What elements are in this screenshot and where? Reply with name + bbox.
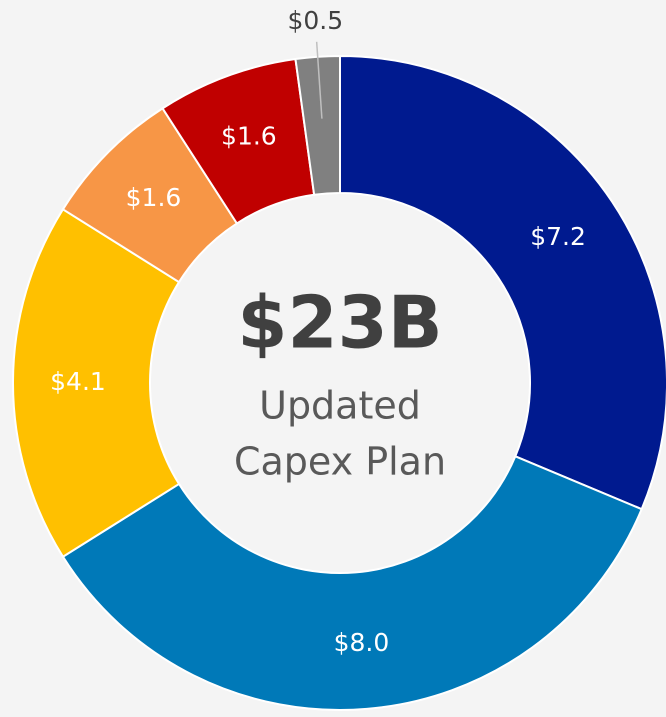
donut-slice: [61, 455, 643, 711]
donut-slice: [294, 54, 341, 196]
donut-slice: [12, 207, 181, 559]
data-label: $8.0: [334, 628, 390, 657]
data-label: $1.6: [126, 183, 182, 212]
center-title: $23B: [237, 281, 442, 365]
donut-slice: [339, 54, 666, 511]
data-label: $1.6: [221, 121, 277, 150]
data-label: $4.1: [50, 367, 106, 396]
center-subtitle: Updated: [259, 384, 421, 428]
center-subtitle: Capex Plan: [234, 440, 446, 484]
data-label: $7.2: [530, 222, 586, 251]
leader-line: [315, 41, 323, 119]
data-label: $0.5: [287, 6, 343, 35]
